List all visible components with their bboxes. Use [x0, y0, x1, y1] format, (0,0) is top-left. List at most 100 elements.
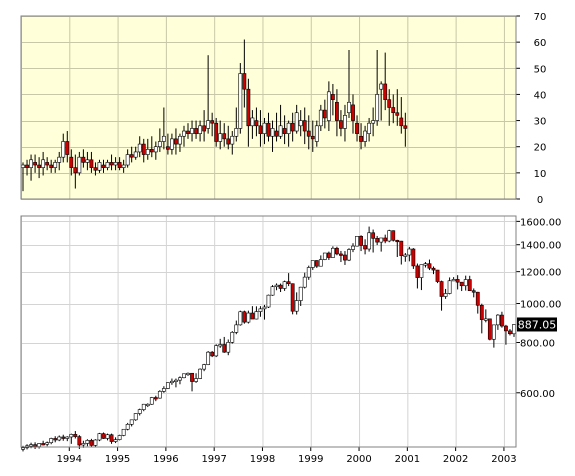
index-candle-body	[206, 351, 211, 365]
index-candle-body	[174, 379, 178, 382]
volatility-candle-body	[371, 120, 376, 124]
index-candle-body	[407, 248, 412, 256]
volatility-candle-body	[105, 162, 110, 168]
volatility-candle-body	[186, 130, 190, 134]
index-candle-body	[274, 284, 279, 288]
index-candle-body	[379, 237, 384, 243]
index-candle-body	[375, 238, 380, 243]
volatility-candle-body	[270, 128, 275, 137]
index-candle-body	[37, 443, 42, 447]
index-candle-body	[49, 438, 54, 443]
index-candle-body	[61, 436, 66, 439]
index-candle-body	[41, 443, 46, 446]
volatility-y-tick-label: 30	[534, 117, 547, 128]
volatility-candle-body	[194, 128, 198, 134]
index-candle-body	[435, 269, 440, 282]
volatility-candle-body	[97, 162, 102, 171]
volatility-candle-body	[141, 143, 146, 155]
volatility-candle-body	[266, 122, 271, 137]
index-candle-body	[141, 403, 146, 410]
index-y-axis: 600.00 800.00 1000.00 1200.00 1400.00 1600.00	[516, 217, 561, 400]
volatility-candle-body	[129, 154, 134, 158]
volatility-candle-body	[310, 135, 315, 140]
volatility-candle-body	[234, 128, 239, 137]
index-y-tick-label: 600.00	[520, 389, 555, 400]
volatility-candle-body	[77, 156, 82, 174]
index-candle-body	[471, 290, 476, 293]
index-candle-body	[363, 245, 367, 250]
volatility-candle-body	[153, 146, 158, 153]
index-y-tick-label: 1200.00	[520, 268, 561, 279]
volatility-candle-body	[145, 149, 150, 155]
volatility-candle-body	[403, 125, 408, 129]
volatility-y-tick-label: 70	[534, 12, 547, 23]
volatility-candle-body	[161, 135, 166, 142]
volatility-candle-body	[202, 125, 207, 132]
volatility-candle-body	[21, 164, 25, 168]
volatility-candle-body	[318, 109, 323, 127]
index-candle-body	[306, 267, 311, 278]
volatility-candle-body	[335, 101, 339, 121]
index-candle-body	[145, 403, 150, 407]
last-value-badge: 887.05	[517, 317, 557, 332]
index-candle-body	[512, 324, 516, 335]
index-candle-body	[218, 344, 223, 347]
index-candle-body	[246, 312, 251, 323]
index-candle-body	[53, 438, 58, 441]
volatility-candle-body	[274, 130, 279, 137]
index-grid	[21, 216, 516, 447]
index-candle-body	[395, 239, 400, 243]
volatility-candle-body	[137, 143, 142, 153]
volatility-candle-body	[218, 133, 223, 142]
index-candle-body	[69, 434, 74, 438]
index-candle-body	[258, 308, 263, 312]
index-candle-body	[202, 364, 207, 370]
index-candle-body	[463, 279, 468, 287]
index-candle-body	[367, 232, 372, 250]
volatility-candle-body	[65, 141, 70, 155]
index-candle-body	[234, 324, 239, 333]
index-candle-body	[359, 236, 363, 246]
volatility-candle-body	[286, 122, 291, 134]
volatility-candle-body	[326, 91, 331, 121]
index-candle-body	[190, 372, 194, 382]
index-candle-body	[447, 280, 452, 294]
index-y-tick-label: 1000.00	[520, 300, 561, 311]
volatility-candle-body	[117, 162, 122, 168]
index-candle-body	[302, 276, 307, 288]
index-candle-body	[101, 433, 106, 439]
index-candle-body	[33, 444, 37, 447]
volatility-candle-body	[69, 156, 74, 168]
index-candle-body	[286, 281, 291, 285]
index-candle-body	[383, 237, 388, 242]
index-candle-body	[29, 444, 33, 447]
volatility-candle-body	[238, 73, 243, 129]
volatility-candle-body	[174, 138, 178, 145]
index-candle-body	[165, 382, 170, 389]
volatility-candle-body	[149, 149, 154, 153]
index-candle-body	[222, 344, 227, 353]
index-candle-body	[270, 286, 275, 296]
index-candle-body	[467, 279, 472, 292]
index-candle-body	[423, 263, 428, 266]
index-candle-body	[439, 281, 444, 297]
index-x-tick-label: 1996	[153, 454, 178, 465]
volatility-candle-body	[178, 135, 182, 145]
index-x-tick-label: 1997	[201, 454, 226, 465]
volatility-y-tick-label: 50	[534, 64, 547, 75]
index-candle-body	[105, 434, 110, 439]
volatility-y-axis: 0 10 20 30 40 50 60 70	[516, 12, 546, 206]
volatility-candle-body	[206, 120, 211, 129]
index-candle-body	[153, 397, 158, 400]
index-candle-body	[109, 434, 114, 442]
volatility-candle-body	[330, 94, 335, 100]
index-candle-body	[294, 300, 299, 312]
volatility-candle-body	[210, 120, 215, 124]
volatility-candle-body	[113, 162, 118, 166]
index-candle-body	[149, 397, 154, 405]
volatility-candle-body	[290, 122, 295, 132]
index-candle-body	[403, 254, 408, 257]
volatility-candle-body	[391, 107, 396, 114]
index-candle-body	[137, 409, 142, 414]
